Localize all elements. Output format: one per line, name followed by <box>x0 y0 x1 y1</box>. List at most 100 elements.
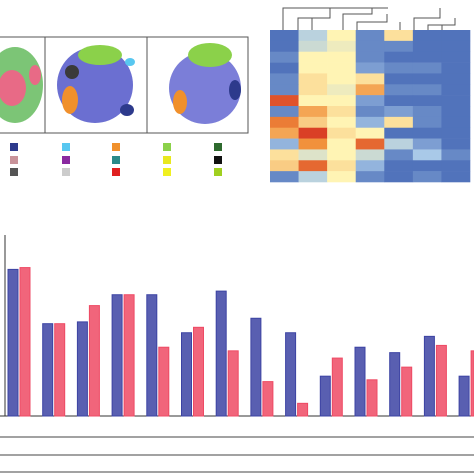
heatmap-cell <box>412 51 442 63</box>
heatmap-cell <box>441 62 471 74</box>
heatmap-cell <box>327 149 357 161</box>
bar <box>319 375 331 417</box>
heatmap-cell <box>327 40 357 53</box>
bar <box>458 375 470 417</box>
heatmap-cell <box>441 116 471 129</box>
heatmap-cell <box>298 116 328 129</box>
heatmap-cell <box>270 40 299 53</box>
heatmap-cell <box>270 116 299 129</box>
bar <box>193 326 204 417</box>
heatmap-cell <box>441 127 471 139</box>
heatmap-cell <box>327 127 357 139</box>
heatmap-cell <box>327 171 357 183</box>
heatmap-cell <box>441 30 471 42</box>
tsne-panels <box>0 36 249 134</box>
bar <box>285 332 297 417</box>
bar <box>88 305 100 417</box>
heatmap-cell <box>412 160 442 172</box>
heatmap-cell <box>327 138 357 150</box>
heatmap-cell <box>327 116 357 129</box>
heatmap-cell <box>355 73 385 85</box>
heatmap-cell <box>412 106 442 118</box>
heatmap-cell <box>355 62 385 74</box>
heatmap-cell <box>270 51 299 63</box>
heatmap-cell <box>298 149 328 161</box>
heatmap-cell <box>298 95 328 107</box>
bar <box>297 402 309 417</box>
dendrogram <box>282 7 456 30</box>
heatmap-cell <box>384 149 414 161</box>
heatmap-cell <box>384 95 414 107</box>
heatmap-cell <box>355 149 385 161</box>
heatmap-cell <box>327 84 357 96</box>
heatmap-cell <box>270 84 299 96</box>
heatmap-cell <box>270 171 299 183</box>
heatmap-cell <box>384 171 414 183</box>
heatmap-cell <box>412 30 442 42</box>
bar <box>227 350 239 417</box>
heatmap-cell <box>384 127 414 139</box>
heatmap-cell <box>327 62 357 74</box>
bar <box>470 350 474 417</box>
heatmap-cell <box>355 171 385 183</box>
heatmap-cell <box>355 30 385 42</box>
heatmap-cell <box>298 106 328 118</box>
heatmap-cell <box>298 73 328 85</box>
bar <box>42 323 54 417</box>
heatmap-cell <box>441 106 471 118</box>
bar <box>54 323 66 417</box>
heatmap-cell <box>412 73 442 85</box>
heatmap-cell <box>270 30 299 42</box>
heatmap-cell <box>298 40 328 53</box>
heatmap-cell <box>355 51 385 63</box>
bar <box>181 332 192 417</box>
heatmap-cell <box>270 73 299 85</box>
heatmap-cell <box>412 127 442 139</box>
tsne-legend <box>10 143 222 176</box>
heatmap-cell <box>355 127 385 139</box>
bar <box>19 267 31 417</box>
heatmap-cell <box>412 171 442 183</box>
bar <box>215 290 227 417</box>
heatmap <box>270 30 471 183</box>
bar <box>262 381 274 417</box>
heatmap-cell <box>441 95 471 107</box>
heatmap-cell <box>412 116 442 129</box>
bar <box>250 317 262 417</box>
bar <box>423 335 435 417</box>
bar <box>111 294 123 417</box>
heatmap-cell <box>441 84 471 96</box>
heatmap-cell <box>298 51 328 63</box>
bar <box>7 268 19 417</box>
heatmap-cell <box>270 62 299 74</box>
heatmap-cell <box>327 73 357 85</box>
heatmap-cell <box>441 160 471 172</box>
heatmap-cell <box>355 138 385 150</box>
heatmap-cell <box>384 30 414 42</box>
heatmap-cell <box>270 160 299 172</box>
heatmap-cell <box>270 106 299 118</box>
bar <box>389 352 401 417</box>
bar <box>331 357 343 417</box>
heatmap-cell <box>384 73 414 85</box>
heatmap-cell <box>298 171 328 183</box>
bar <box>146 294 158 417</box>
heatmap-cell <box>298 127 328 139</box>
heatmap-cell <box>441 51 471 63</box>
heatmap-cell <box>412 62 442 74</box>
heatmap-cell <box>384 51 414 63</box>
heatmap-cell <box>270 95 299 107</box>
bar <box>401 366 413 417</box>
heatmap-cell <box>270 149 299 161</box>
bar <box>76 321 88 417</box>
heatmap-cell <box>327 160 357 172</box>
heatmap-cell <box>298 30 328 42</box>
heatmap-cell <box>412 138 442 150</box>
bar-chart <box>0 235 474 417</box>
bar <box>366 379 378 417</box>
heatmap-cell <box>355 84 385 96</box>
heatmap-cell <box>441 171 471 183</box>
bar <box>158 346 170 417</box>
heatmap-cell <box>327 30 357 42</box>
table-lines <box>0 436 474 473</box>
